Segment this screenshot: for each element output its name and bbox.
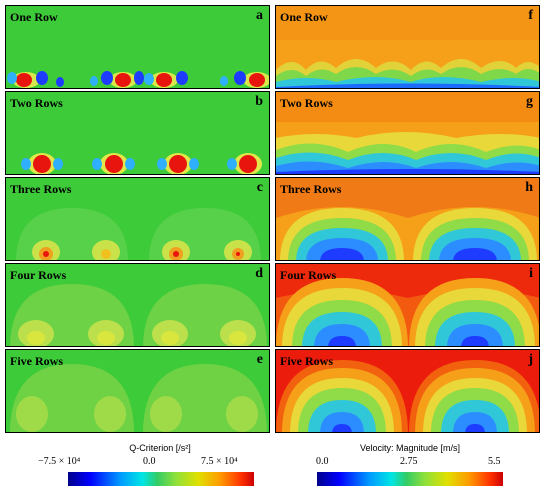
q-panel-four-rows: Four Rows d (5, 263, 270, 347)
velocity-panel-three-rows: Three Rows h (275, 177, 540, 261)
q-colorbar-tick-mid: 0.0 (143, 456, 156, 467)
q-panel-one-row: One Row a (5, 5, 270, 89)
panel-letter: b (255, 94, 263, 109)
panel-title: Five Rows (280, 354, 333, 368)
panel-title: Three Rows (10, 182, 72, 196)
panel-title: Five Rows (10, 354, 63, 368)
velocity-panel-five-rows: Five Rows j (275, 349, 540, 433)
velocity-colorbar-tick-mid: 2.75 (400, 456, 418, 467)
panel-title: Two Rows (10, 96, 63, 110)
velocity-colorbar-tick-max: 5.5 (488, 456, 501, 467)
panel-title: One Row (10, 10, 58, 24)
panel-letter: a (256, 8, 263, 23)
panel-letter: f (528, 8, 533, 23)
panel-title: Four Rows (280, 268, 337, 282)
q-colorbar (68, 472, 254, 486)
q-panel-three-rows: Three Rows c (5, 177, 270, 261)
panel-title: One Row (280, 10, 328, 24)
q-panel-five-rows: Five Rows e (5, 349, 270, 433)
panel-letter: d (255, 266, 263, 281)
panel-letter: i (529, 266, 533, 281)
panel-letter: g (526, 94, 533, 109)
q-colorbar-title: Q-Criterion [/s²] (129, 443, 191, 453)
panel-title: Three Rows (280, 182, 342, 196)
velocity-panel-two-rows: Two Rows g (275, 91, 540, 175)
panel-letter: j (528, 352, 533, 367)
q-colorbar-tick-max: 7.5 × 10⁴ (201, 456, 238, 467)
q-panel-two-rows: Two Rows b (5, 91, 270, 175)
panel-letter: h (525, 180, 533, 195)
panel-title: Two Rows (280, 96, 333, 110)
panel-title: Four Rows (10, 268, 67, 282)
velocity-panel-four-rows: Four Rows i (275, 263, 540, 347)
velocity-colorbar-tick-min: 0.0 (316, 456, 329, 467)
q-colorbar-tick-min: −7.5 × 10⁴ (38, 456, 81, 467)
velocity-colorbar-title: Velocity: Magnitude [m/s] (359, 443, 461, 453)
velocity-panel-one-row: One Row f (275, 5, 540, 89)
panel-letter: e (256, 352, 263, 367)
panel-letter: c (256, 180, 263, 195)
velocity-colorbar (317, 472, 503, 486)
